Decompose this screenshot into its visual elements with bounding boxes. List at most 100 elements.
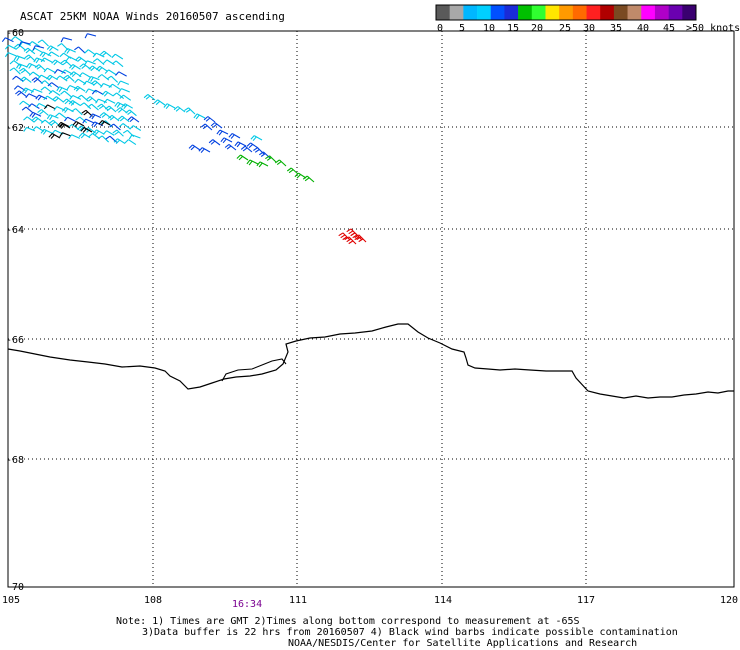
wind-barb [80, 127, 93, 133]
wind-barb [114, 101, 127, 108]
wind-barb [25, 62, 38, 69]
lon-label-117: 117 [577, 595, 595, 606]
wind-barb [66, 84, 79, 90]
lat-label-66: -66 [6, 335, 24, 346]
wind-barb [256, 161, 269, 168]
wind-barb [208, 139, 221, 146]
wind-barb [286, 167, 299, 175]
footnotes: Note: 1) Times are GMT 2)Times along bot… [116, 616, 678, 649]
wind-barb [37, 109, 49, 116]
legend-swatch [504, 5, 519, 20]
wind-barb [84, 33, 97, 39]
wind-barb [85, 96, 98, 103]
wind-barb [43, 95, 56, 102]
wind-barb [106, 75, 119, 83]
wind-barb [40, 86, 53, 93]
wind-barb [68, 64, 81, 70]
wind-barb [228, 133, 241, 139]
wind-barb [51, 59, 64, 66]
legend-label: 0 [437, 23, 443, 34]
wind-barb [104, 105, 117, 113]
wind-barb [87, 103, 99, 111]
wind-barb [95, 65, 108, 72]
wind-barb [4, 44, 17, 50]
wind-barb [34, 64, 47, 72]
footnote-line-2: 3)Data buffer is 22 hrs from 20160507 4)… [142, 627, 678, 638]
wind-barb [40, 80, 52, 88]
wind-barb [37, 39, 49, 47]
footnote-line-3: NOAA/NESDIS/Center for Satellite Applica… [288, 638, 637, 649]
wind-barb [143, 93, 156, 101]
wind-barb [104, 69, 117, 76]
wind-barb [32, 45, 45, 51]
wind-speed-legend: 0 5 10 15 20 25 30 35 40 45 >50 knots [435, 4, 740, 34]
map-title: ASCAT 25KM NOAA Winds 20160507 ascending [20, 10, 285, 23]
wind-barb [198, 147, 211, 153]
legend-label: >50 knots [686, 23, 740, 34]
wind-barb [9, 67, 21, 75]
wind-barb [274, 159, 287, 167]
wind-barb [107, 114, 120, 122]
wind-barb [43, 67, 56, 73]
lon-label-111: 111 [289, 595, 307, 606]
antarctic-coastline [7, 323, 734, 399]
wind-barb [68, 134, 81, 140]
legend-swatch [436, 5, 450, 20]
wind-barb [112, 92, 125, 99]
legend-swatch [668, 5, 683, 20]
wind-barb [89, 113, 101, 120]
wind-barb [19, 100, 31, 107]
wind-barb [29, 111, 42, 118]
coastline-ice-inlet [221, 358, 287, 382]
wind-barbs [1, 33, 367, 245]
legend-label: 40 [637, 23, 649, 34]
wind-barb [18, 41, 31, 47]
wind-barb [24, 54, 36, 62]
wind-barb [47, 82, 60, 89]
wind-barb [234, 141, 247, 148]
wind-barb [188, 144, 201, 151]
wind-barb [31, 77, 43, 84]
legend-swatch [518, 5, 533, 20]
wind-barb [27, 103, 40, 109]
wind-barb [78, 132, 91, 139]
wind-barb [48, 133, 61, 139]
legend-swatch [654, 5, 669, 20]
wind-barb [23, 126, 36, 132]
wind-barb [43, 104, 56, 110]
latitude-labels: -60 -62 -64 -66 -68 -70 [6, 28, 24, 593]
wind-barb [74, 78, 87, 85]
pass-time-label: 16:34 [232, 599, 262, 610]
wind-barb [60, 90, 72, 98]
wind-barb [240, 145, 253, 153]
wind-barb [61, 107, 74, 113]
wind-barb [48, 90, 61, 96]
wind-barb [129, 125, 142, 131]
wind-barb [40, 119, 53, 127]
wind-barb [111, 60, 124, 68]
wind-barb [92, 58, 105, 66]
wind-barb [39, 51, 52, 58]
wind-barb [210, 122, 223, 129]
wind-barb [220, 137, 233, 144]
wind-barb [71, 108, 83, 116]
wind-barb [19, 76, 32, 83]
wind-barb [111, 53, 124, 60]
wind-barb [253, 147, 265, 155]
wind-barb [64, 47, 76, 54]
wind-barb [75, 56, 87, 63]
wind-barb [55, 112, 67, 119]
wind-barb [47, 51, 60, 58]
legend-label: 5 [459, 23, 465, 34]
wind-barb [40, 128, 53, 135]
wind-barb [13, 55, 26, 62]
wind-barb [25, 93, 38, 99]
wind-barb [153, 99, 166, 106]
wind-barb [37, 74, 50, 80]
wind-barb [236, 154, 249, 161]
wind-barb [60, 37, 73, 43]
legend-label: 15 [507, 23, 519, 34]
longitude-labels: 105 108 111 114 117 120 [2, 595, 738, 606]
wind-barb [11, 36, 23, 43]
wind-barb [224, 143, 237, 151]
